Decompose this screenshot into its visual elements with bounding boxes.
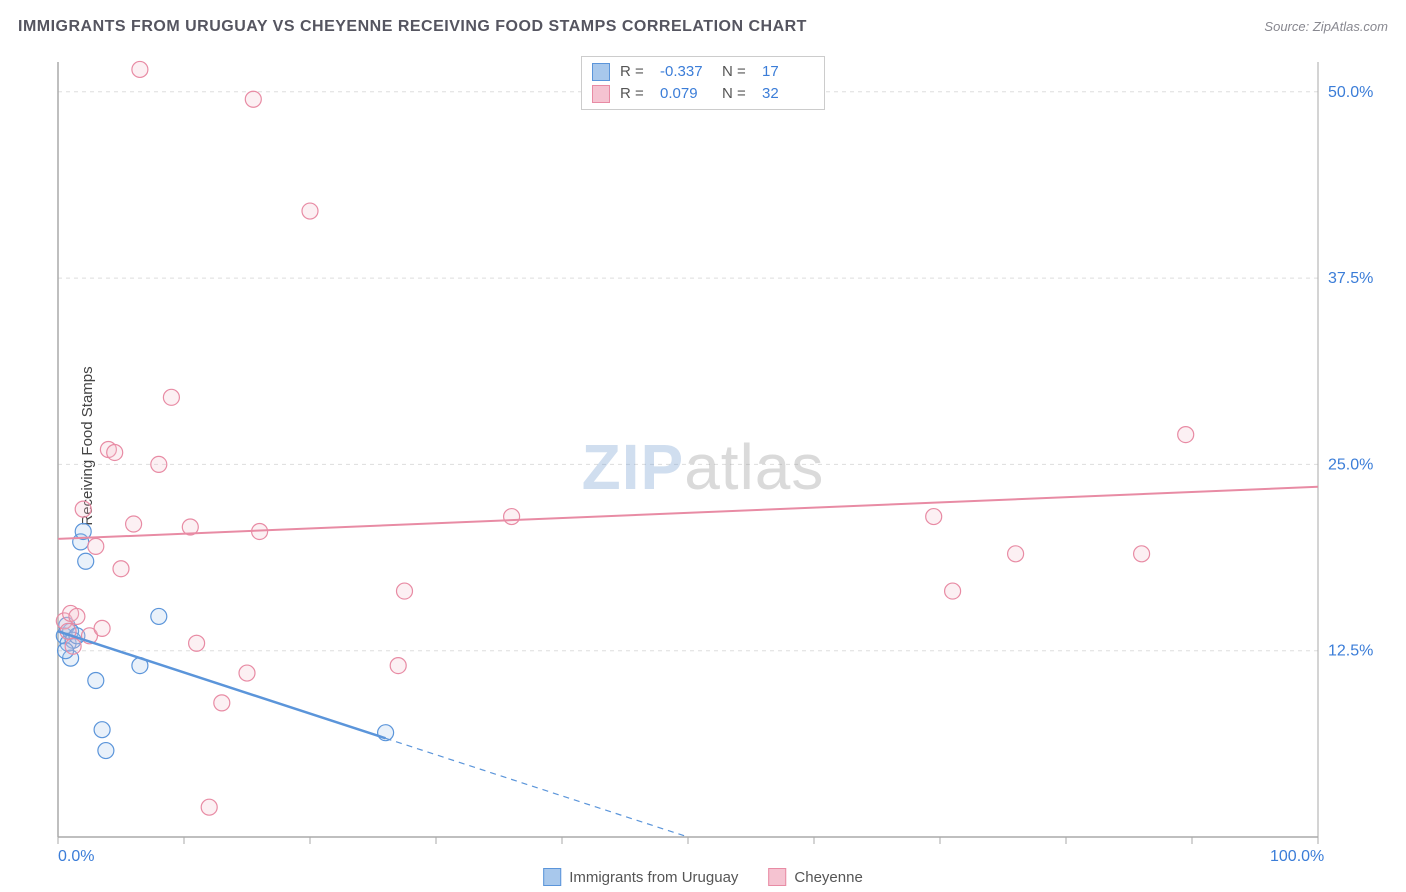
stats-legend-row: R = -0.337 N = 17: [592, 61, 814, 83]
legend-label: Cheyenne: [794, 869, 862, 886]
legend-item[interactable]: Cheyenne: [768, 868, 862, 886]
data-point[interactable]: [132, 61, 148, 77]
data-point[interactable]: [1008, 546, 1024, 562]
legend-swatch: [592, 63, 610, 81]
legend-swatch: [768, 868, 786, 886]
data-point[interactable]: [163, 389, 179, 405]
data-point[interactable]: [214, 695, 230, 711]
data-point[interactable]: [245, 91, 261, 107]
data-point[interactable]: [1178, 427, 1194, 443]
trend-line: [58, 631, 386, 738]
chart-area: 12.5%25.0%37.5%50.0%0.0%100.0% ZIPatlas: [18, 52, 1388, 882]
y-tick-label: 25.0%: [1328, 456, 1373, 473]
x-tick-label: 0.0%: [58, 848, 94, 865]
scatter-chart-svg: 12.5% 25.0% 37.5% 50.0% 0.0% 100.0%: [18, 52, 1388, 882]
y-tick-label: 12.5%: [1328, 643, 1373, 660]
data-point[interactable]: [98, 743, 114, 759]
data-point[interactable]: [189, 635, 205, 651]
data-point[interactable]: [94, 722, 110, 738]
data-point[interactable]: [75, 501, 91, 517]
chart-title: IMMIGRANTS FROM URUGUAY VS CHEYENNE RECE…: [18, 18, 807, 36]
source-label: Source:: [1264, 19, 1309, 34]
data-point[interactable]: [1134, 546, 1150, 562]
legend-label: Immigrants from Uruguay: [569, 869, 738, 886]
data-point[interactable]: [945, 583, 961, 599]
stat-r-label: R =: [620, 61, 650, 83]
data-point[interactable]: [151, 456, 167, 472]
data-point[interactable]: [239, 665, 255, 681]
stat-n-value: 17: [762, 61, 814, 83]
x-tick-label: 100.0%: [1270, 848, 1324, 865]
data-point[interactable]: [88, 538, 104, 554]
data-point[interactable]: [107, 444, 123, 460]
stat-n-label: N =: [722, 83, 752, 105]
source-attribution: Source: ZipAtlas.com: [1264, 19, 1388, 34]
data-point[interactable]: [78, 553, 94, 569]
stat-r-value: -0.337: [660, 61, 712, 83]
data-point[interactable]: [69, 608, 85, 624]
data-point[interactable]: [201, 799, 217, 815]
data-point[interactable]: [65, 638, 81, 654]
data-point[interactable]: [504, 509, 520, 525]
data-point[interactable]: [302, 203, 318, 219]
trend-line-extrapolated: [386, 738, 688, 837]
data-point[interactable]: [113, 561, 129, 577]
data-point[interactable]: [88, 673, 104, 689]
data-point[interactable]: [94, 620, 110, 636]
data-point[interactable]: [126, 516, 142, 532]
source-link[interactable]: ZipAtlas.com: [1313, 19, 1388, 34]
y-tick-label: 37.5%: [1328, 270, 1373, 287]
stat-n-value: 32: [762, 83, 814, 105]
chart-header: IMMIGRANTS FROM URUGUAY VS CHEYENNE RECE…: [18, 18, 1388, 36]
data-point[interactable]: [926, 509, 942, 525]
trend-line: [58, 487, 1318, 539]
data-point[interactable]: [151, 608, 167, 624]
stat-r-value: 0.079: [660, 83, 712, 105]
y-tick-label: 50.0%: [1328, 84, 1373, 101]
stat-r-label: R =: [620, 83, 650, 105]
data-point[interactable]: [390, 658, 406, 674]
legend-swatch: [592, 85, 610, 103]
legend-item[interactable]: Immigrants from Uruguay: [543, 868, 738, 886]
legend-swatch: [543, 868, 561, 886]
series-legend: Immigrants from Uruguay Cheyenne: [543, 868, 863, 886]
data-point[interactable]: [397, 583, 413, 599]
stat-n-label: N =: [722, 61, 752, 83]
correlation-stats-legend: R = -0.337 N = 17 R = 0.079 N = 32: [581, 56, 825, 110]
stats-legend-row: R = 0.079 N = 32: [592, 83, 814, 105]
